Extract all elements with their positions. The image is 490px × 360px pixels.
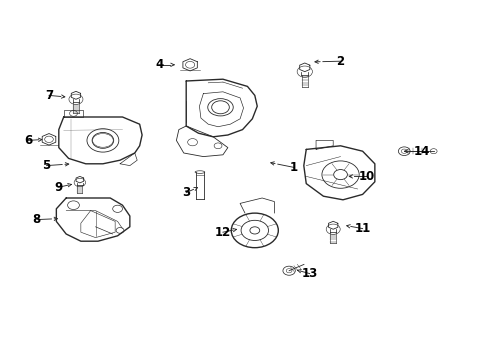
Text: 2: 2 xyxy=(337,55,344,68)
Text: 7: 7 xyxy=(45,89,53,102)
Text: 11: 11 xyxy=(354,222,371,235)
Text: 8: 8 xyxy=(33,213,41,226)
Text: 5: 5 xyxy=(43,159,50,172)
Text: 13: 13 xyxy=(301,267,318,280)
Text: 3: 3 xyxy=(182,186,190,199)
Text: 12: 12 xyxy=(215,226,231,239)
Text: 14: 14 xyxy=(413,145,430,158)
Text: 1: 1 xyxy=(290,161,298,174)
Text: 4: 4 xyxy=(155,58,163,71)
Text: 9: 9 xyxy=(55,181,63,194)
Text: 6: 6 xyxy=(24,134,32,147)
Text: 10: 10 xyxy=(358,170,375,183)
